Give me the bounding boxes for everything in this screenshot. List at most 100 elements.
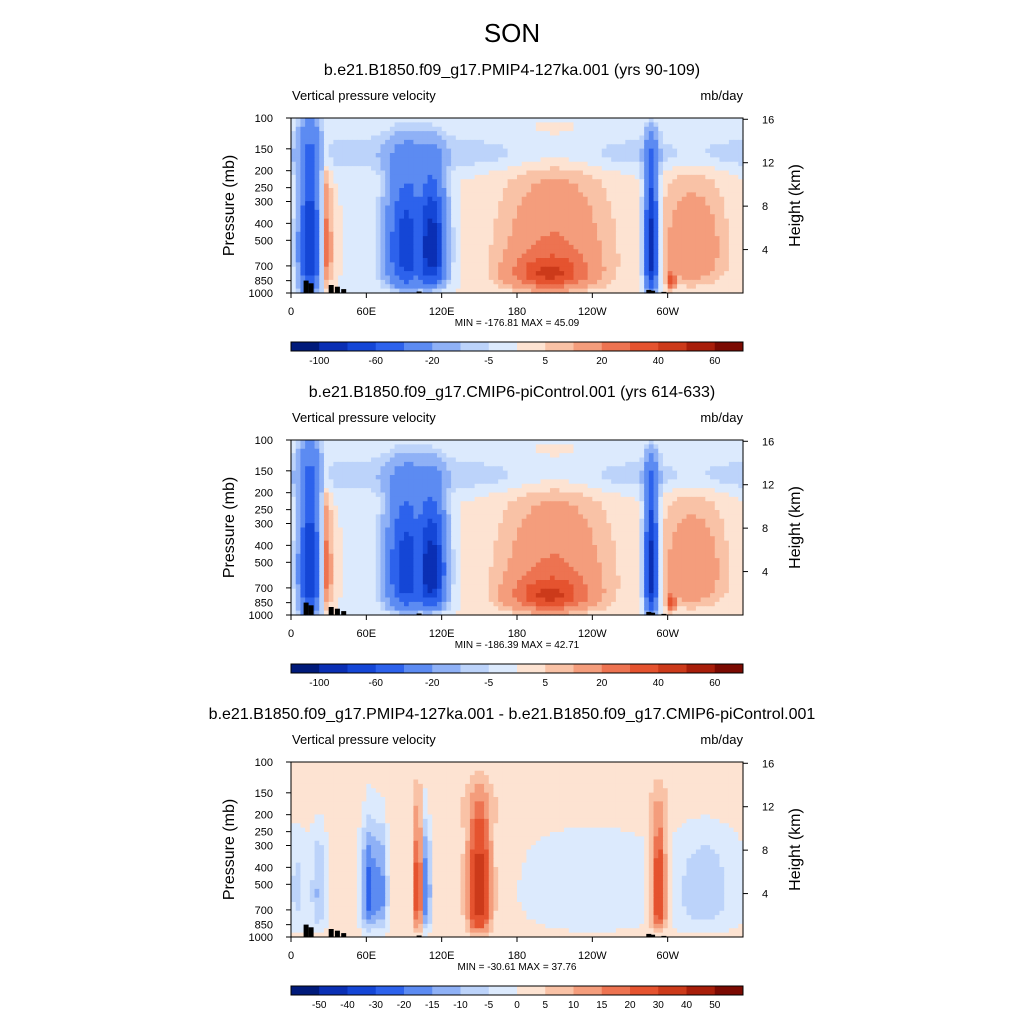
contour-cell: [295, 126, 302, 132]
contour-cell: [309, 253, 316, 259]
contour-cell: [455, 457, 462, 463]
contour-cell: [592, 201, 598, 207]
contour-cell: [469, 466, 476, 472]
contour-cell: [451, 201, 457, 207]
contour-cell: [502, 126, 509, 132]
contour-cell: [681, 284, 688, 290]
contour-cell: [677, 475, 683, 480]
contour-cell: [531, 244, 537, 250]
contour-cell: [446, 479, 452, 485]
contour-cell: [597, 266, 603, 272]
contour-cell: [521, 135, 528, 141]
contour-cell: [451, 461, 457, 467]
contour-cell: [531, 179, 537, 185]
contour-cell: [441, 483, 447, 489]
contour-cell: [517, 240, 523, 246]
contour-cell: [305, 488, 311, 494]
contour-cell: [380, 240, 386, 246]
contour-cell: [305, 148, 311, 154]
contour-cell: [356, 218, 363, 224]
contour-cell: [597, 209, 603, 215]
contour-cell: [474, 205, 480, 211]
contour-cell: [361, 192, 367, 198]
contour-cell: [686, 240, 692, 246]
contour-cell: [592, 183, 598, 189]
contour-cell: [432, 174, 438, 180]
contour-cell: [568, 166, 575, 172]
contour-cell: [347, 139, 353, 145]
contour-cell: [314, 249, 320, 255]
contour-cell: [686, 223, 692, 228]
contour-cell: [319, 126, 325, 132]
contour-cell: [342, 201, 349, 207]
contour-cell: [314, 170, 320, 176]
contour-cell: [615, 161, 622, 167]
contour-cell: [300, 453, 306, 459]
contour-cell: [578, 118, 584, 123]
contour-cell: [559, 448, 565, 454]
contour-cell: [710, 131, 716, 137]
contour-cell: [648, 461, 655, 467]
contour-cell: [408, 244, 415, 250]
contour-cell: [512, 457, 518, 463]
contour-cell: [681, 205, 688, 211]
contour-cell: [295, 131, 302, 137]
contour-cell: [460, 214, 466, 220]
contour-cell: [323, 118, 330, 123]
contour-cell: [710, 253, 716, 259]
contour-cell: [413, 470, 419, 476]
contour-cell: [597, 223, 603, 228]
contour-cell: [526, 240, 532, 246]
contour-cell: [517, 479, 523, 485]
contour-cell: [686, 271, 692, 277]
contour-cell: [366, 153, 372, 158]
contour-cell: [309, 249, 316, 255]
contour-cell: [408, 440, 415, 445]
contour-cell: [460, 275, 466, 281]
colorbar-label: 20: [596, 356, 608, 367]
contour-cell: [559, 453, 565, 459]
contour-cell: [347, 288, 353, 294]
contour-cell: [295, 135, 302, 141]
contour-cell: [540, 444, 546, 450]
contour-cell: [432, 244, 438, 250]
contour-cell: [300, 475, 306, 480]
contour-cell: [512, 201, 518, 207]
contour-cell: [498, 440, 504, 445]
contour-cell: [356, 188, 363, 193]
contour-cell: [644, 244, 650, 250]
contour-cell: [606, 240, 612, 246]
contour-cell: [521, 148, 528, 154]
contour-cell: [724, 218, 730, 224]
contour-cell: [319, 183, 325, 189]
contour-cell: [418, 231, 424, 237]
contour-cell: [333, 444, 339, 450]
contour-cell: [408, 457, 415, 463]
contour-cell: [554, 218, 560, 224]
contour-cell: [648, 262, 655, 268]
contour-cell: [300, 240, 306, 246]
contour-cell: [371, 223, 377, 228]
contour-cell: [578, 161, 584, 167]
contour-cell: [611, 122, 617, 128]
contour-cell: [545, 157, 551, 163]
contour-cell: [333, 249, 339, 255]
contour-cell: [615, 236, 622, 242]
contour-cell: [493, 440, 499, 445]
contour-cell: [615, 288, 622, 294]
contour-cell: [436, 192, 443, 198]
contour-cell: [531, 236, 537, 242]
contour-cell: [380, 179, 386, 185]
contour-cell: [436, 457, 443, 463]
contour-cell: [399, 148, 405, 154]
contour-cell: [465, 153, 471, 158]
contour-cell: [465, 453, 471, 459]
contour-cell: [347, 470, 353, 476]
contour-cell: [724, 223, 730, 228]
contour-cell: [526, 183, 532, 189]
contour-cell: [394, 275, 400, 281]
contour-cell: [347, 483, 353, 489]
contour-cell: [385, 170, 391, 176]
contour-cell: [724, 461, 730, 467]
contour-cell: [371, 483, 377, 489]
